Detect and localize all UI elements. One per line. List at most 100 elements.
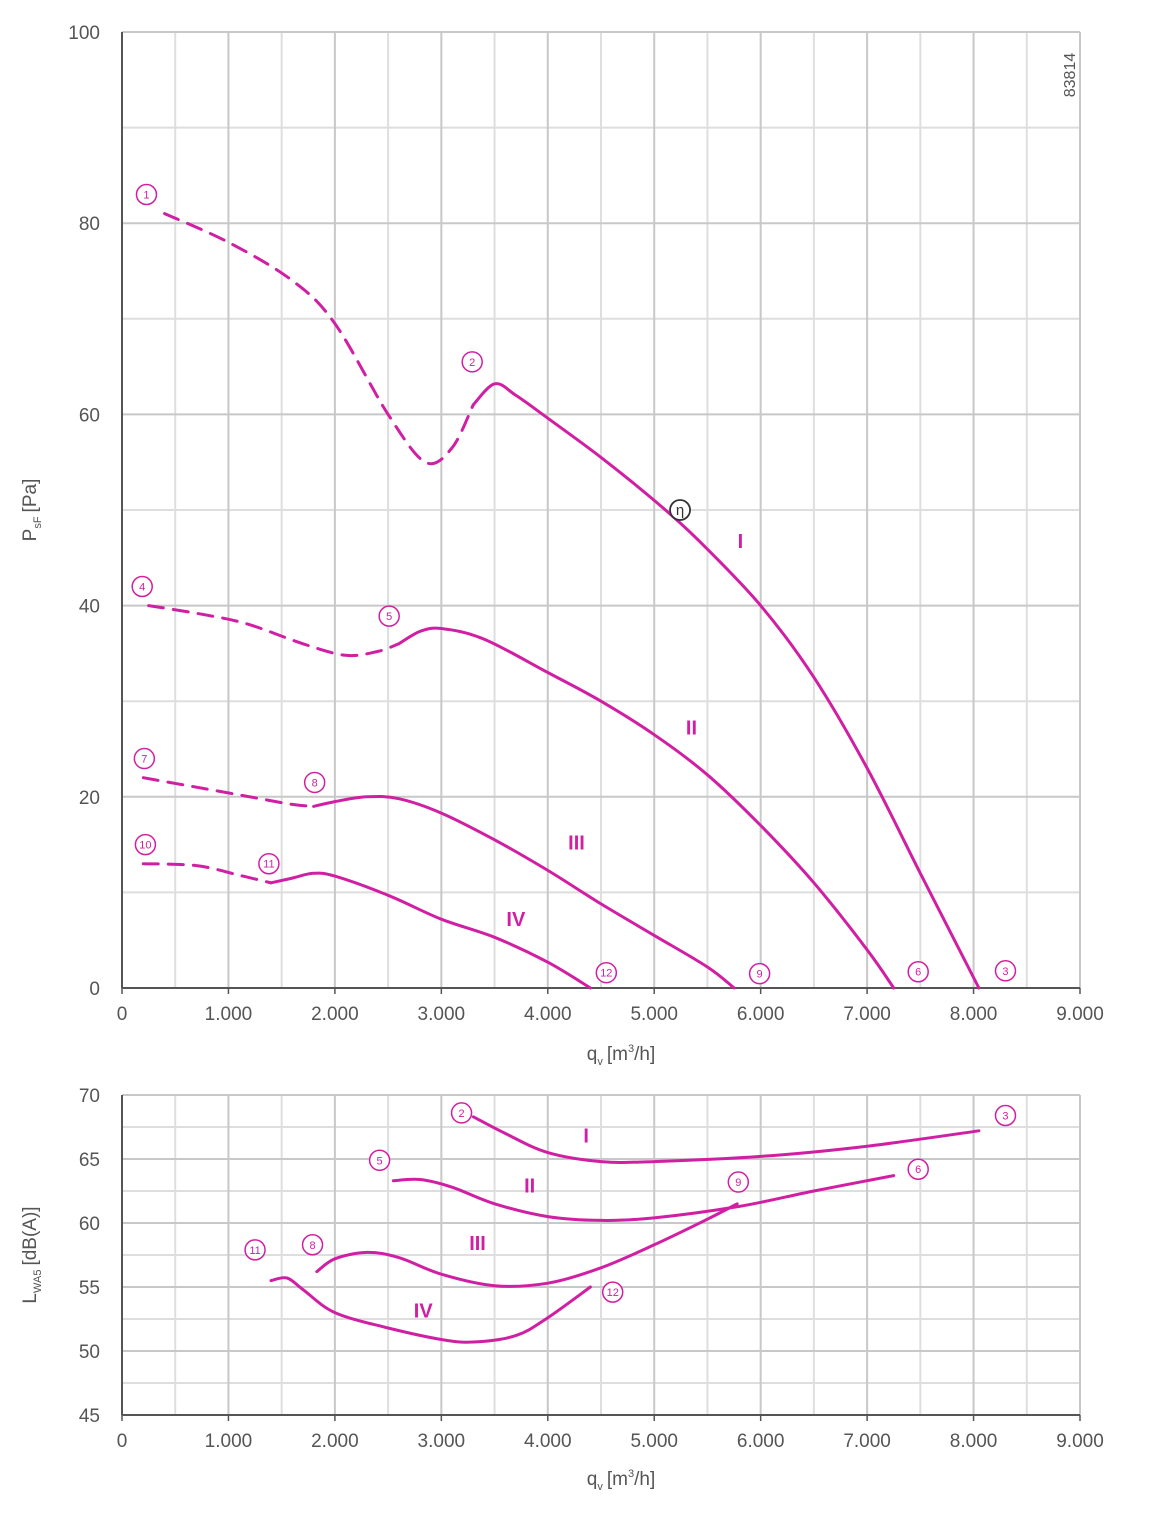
point-marker-8: 8 [301,1234,324,1256]
point-marker-label: 8 [312,777,318,789]
series-line [269,1276,592,1344]
series-I [471,1115,981,1164]
point-marker-label: 9 [757,969,763,981]
x-axis-label: qv [m3/h] [587,1468,655,1493]
point-marker-5: 5 [368,1149,391,1172]
point-marker-circle [994,960,1017,982]
curve-label: I [583,1125,589,1147]
efficiency-marker-circle [669,499,691,521]
y-axis-label: PsF[Pa] [20,479,44,542]
point-marker-circle [378,605,400,627]
point-marker-label: 1 [143,190,149,202]
point-marker-label: 3 [1002,1110,1008,1122]
point-marker-label: 12 [600,968,612,980]
point-marker-circle [727,1171,750,1193]
point-marker-11: 11 [258,852,280,875]
point-marker-circle [301,1234,324,1256]
series-III [141,776,736,990]
series-IV [141,862,592,990]
efficiency-marker-label: η [676,502,684,519]
x-tick-label: 7.000 [843,1431,891,1452]
y-tick-label: 60 [79,1214,100,1235]
y-tick-label: 80 [79,214,100,235]
point-marker-10: 10 [134,833,157,856]
series-line [471,382,981,990]
point-marker-circle [748,962,771,985]
point-marker-circle [994,1104,1017,1127]
gridlines [121,1094,1081,1416]
x-tick-label: 1.000 [205,1431,253,1452]
y-tick-label: 100 [68,23,100,44]
point-marker-7: 7 [133,747,156,770]
point-marker-8: 8 [303,771,326,794]
x-tick-label: 1.000 [205,1004,253,1025]
series-I [163,212,981,990]
series-II [147,604,896,990]
curve-label: I [738,531,744,553]
point-marker-label: 11 [249,1245,260,1257]
point-marker-9: 9 [727,1171,750,1193]
point-marker-circle [595,961,618,984]
x-tick-label: 5.000 [630,1431,678,1452]
series-line [471,1115,981,1164]
x-tick-label: 9.000 [1056,1004,1104,1025]
point-marker-label: 7 [141,754,147,766]
efficiency-marker: η [669,499,691,521]
series-line [315,1202,739,1288]
x-tick-label: 4.000 [524,1431,572,1452]
series-line-dashed [141,776,316,808]
y-tick-label: 65 [79,1150,100,1171]
series-line [397,626,896,990]
curve-label: II [686,718,697,740]
point-marker-circle [303,771,326,794]
point-marker-circle [368,1149,391,1172]
point-marker-6: 6 [907,960,929,983]
curve-label: III [568,832,585,854]
series-line [269,871,592,990]
point-marker-circle [133,747,156,770]
y-tick-label: 70 [79,1086,100,1107]
series-line-dashed [141,862,273,885]
x-tick-label: 8.000 [950,1004,998,1025]
point-marker-6: 6 [907,1158,929,1180]
series-line-dashed [147,604,401,658]
gridlines [121,31,1081,989]
x-tick-label: 0 [117,1431,128,1452]
point-marker-9: 9 [748,962,771,985]
x-tick-label: 3.000 [418,1004,466,1025]
y-tick-label: 60 [79,405,100,426]
curve-label: IV [414,1301,434,1323]
series-line [391,1174,896,1222]
point-marker-label: 2 [469,357,475,369]
y-tick-label: 0 [89,979,100,1000]
point-marker-circle [134,833,157,856]
point-marker-label: 6 [915,967,921,979]
x-tick-label: 6.000 [737,1004,785,1025]
curve-label: II [524,1175,535,1197]
document-id: 83814 [1062,53,1079,98]
y-axis-label: LWA5[dB(A)] [20,1206,44,1303]
curve-label: IV [506,909,526,931]
point-marker-1: 1 [135,183,158,206]
chart-panel-2: 0 1.000 2.000 3.000 4.000 5.000 6.000 7.000 8.00… [20,1086,1104,1493]
point-marker-2: 2 [450,1102,473,1124]
x-tick-label: 0 [117,1004,128,1025]
point-marker-circle [601,1281,624,1303]
point-marker-label: 4 [139,581,145,593]
x-tick-label: 5.000 [630,1004,678,1025]
x-tick-label: 3.000 [418,1431,466,1452]
series-III [315,1202,739,1288]
point-marker-circle [450,1102,473,1124]
point-marker-3: 3 [994,960,1017,982]
chart-panel-1: 0 1.000 2.000 3.000 4.000 5.000 6.000 7.000 8.00… [20,23,1104,1068]
x-tick-label: 9.000 [1056,1431,1104,1452]
point-marker-circle [461,351,483,373]
point-marker-label: 5 [386,611,392,623]
y-tick-label: 20 [79,788,100,809]
y-tick-label: 45 [79,1406,100,1427]
x-tick-label: 2.000 [311,1004,359,1025]
x-axis-label: qv [m3/h] [587,1043,655,1068]
x-tick-label: 8.000 [950,1431,998,1452]
point-marker-circle [244,1239,266,1261]
y-tick-label: 50 [79,1342,100,1363]
